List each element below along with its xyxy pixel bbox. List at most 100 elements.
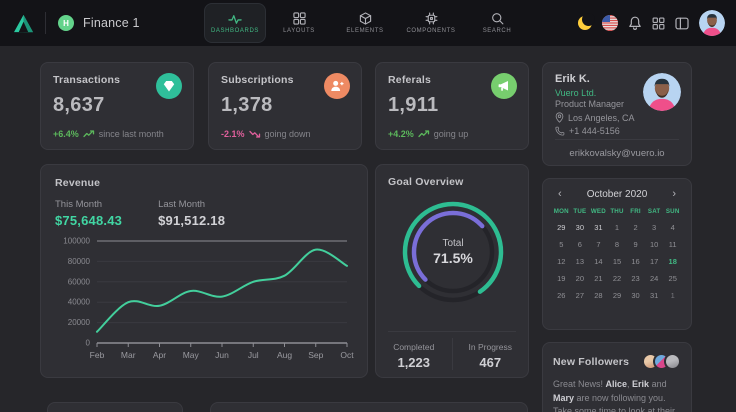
calendar-day[interactable]: 1 [614, 223, 620, 232]
calendar-day[interactable]: 20 [575, 274, 585, 283]
calendar-day[interactable]: 3 [652, 223, 657, 232]
calendar-day[interactable]: 16 [631, 257, 640, 266]
y-axis-label: 60000 [68, 277, 91, 286]
goal-divider [388, 331, 516, 332]
tab-layouts[interactable]: LAYOUTS [266, 12, 332, 34]
calendar-day[interactable]: 12 [557, 257, 566, 266]
followers-text: Great News! [553, 379, 606, 389]
notifications-bell-icon[interactable] [628, 16, 642, 30]
calendar-day[interactable]: 26 [557, 291, 566, 300]
completed-label: Completed [393, 342, 435, 352]
revenue-title: Revenue [55, 177, 101, 189]
calendar-day[interactable]: 6 [577, 240, 582, 249]
calendar-day[interactable]: 25 [668, 274, 677, 283]
calendar-day[interactable]: 8 [614, 240, 620, 249]
gauge-ring-completed [402, 201, 504, 303]
profile-email-link[interactable]: erikkovalsky@vuero.io [569, 148, 665, 159]
calendar-weekday: FRI [630, 208, 641, 215]
calendar-day[interactable]: 24 [649, 274, 659, 283]
calendar-day[interactable]: 30 [575, 223, 585, 232]
calendar-next-button[interactable]: › [672, 188, 676, 200]
calendar-day[interactable]: 14 [594, 257, 603, 266]
last-month-block: Last Month $91,512.18 [158, 199, 225, 228]
calendar-day[interactable]: 1 [670, 291, 675, 300]
follower-name: Mary [553, 392, 575, 403]
x-axis-label: Apr [153, 350, 166, 360]
workspace-badge[interactable]: H [58, 15, 74, 31]
activity-icon [228, 13, 242, 25]
revenue-chart: 0 20000 40000 60000 80000 100000 Feb Mar Apr May J… [41, 231, 369, 371]
goal-title: Goal Overview [388, 176, 464, 188]
followers-message: Great News! Alice, Erik and Mary are now… [553, 378, 681, 412]
user-avatar[interactable] [699, 10, 725, 36]
calendar-day[interactable]: 27 [575, 291, 585, 300]
y-axis-label: 40000 [68, 298, 91, 307]
calendar-day[interactable]: 31 [649, 291, 659, 300]
stat-value: 8,637 [53, 94, 105, 116]
calendar-day[interactable]: 15 [612, 257, 622, 266]
stat-delta: +4.2% [388, 129, 414, 139]
chip-icon [425, 12, 438, 25]
follower-name: Erik [632, 379, 650, 389]
revenue-chart-svg: 0 20000 40000 60000 80000 100000 Feb Mar Apr May J… [63, 237, 354, 361]
x-axis-label: Jun [215, 350, 229, 360]
last-month-label: Last Month [158, 199, 206, 210]
calendar-day[interactable]: 28 [594, 291, 603, 300]
follower-avatars [642, 353, 681, 370]
tab-components[interactable]: COMPONENTS [398, 12, 464, 34]
calendar-day[interactable]: 22 [612, 274, 622, 283]
x-axis-label: Jul [248, 350, 259, 360]
stat-card-referals: Referals 1,911 +4.2% going up [375, 62, 529, 150]
follower-name: Alice [605, 379, 628, 389]
gauge-center: Total 71.5% [394, 193, 512, 311]
calendar-day[interactable]: 29 [612, 291, 622, 300]
x-axis-label: May [183, 350, 200, 360]
inprogress-value: 467 [479, 355, 502, 370]
sidebar-panel-icon[interactable] [675, 17, 689, 30]
dark-mode-toggle-moon-icon[interactable] [578, 13, 595, 30]
y-axis-label: 0 [86, 339, 91, 348]
calendar-prev-button[interactable]: ‹ [558, 188, 562, 200]
calendar-day[interactable]: 4 [670, 223, 675, 232]
y-axis-label: 20000 [68, 318, 91, 327]
calendar-weekday: MON [553, 208, 569, 215]
calendar-day[interactable]: 11 [668, 240, 677, 249]
trend-down-icon [248, 130, 261, 138]
language-flag-icon[interactable] [602, 15, 618, 31]
navbar-tabs: DASHBOARDS LAYOUTS ELEMENTS COMPONENTS [204, 0, 530, 46]
megaphone-icon [491, 73, 517, 99]
vuero-logo-icon[interactable] [13, 14, 34, 33]
calendar-day[interactable]: 17 [649, 257, 659, 266]
revenue-line-series [96, 248, 348, 333]
calendar-day[interactable]: 2 [633, 223, 638, 232]
calendar-day[interactable]: 10 [649, 240, 659, 249]
calendar-day[interactable]: 7 [596, 240, 601, 249]
calendar-weekday: WED [590, 208, 606, 215]
calendar-day[interactable]: 21 [594, 274, 603, 283]
gauge-center-label: Total [442, 238, 464, 249]
tab-search[interactable]: SEARCH [464, 12, 530, 34]
calendar-day-selected[interactable]: 18 [668, 257, 677, 266]
apps-grid-icon[interactable] [652, 17, 665, 30]
calendar-day[interactable]: 30 [631, 291, 640, 300]
stat-title: Subscriptions [221, 74, 294, 86]
follower-avatar-mary[interactable] [664, 353, 681, 370]
calendar-day[interactable]: 31 [594, 223, 603, 232]
calendar-day[interactable]: 9 [633, 240, 638, 249]
profile-company-link[interactable]: Vuero Ltd. [555, 88, 597, 98]
goal-overview-card: Goal Overview Total 71.5% Completed 1,22… [375, 164, 529, 378]
tab-elements[interactable]: ELEMENTS [332, 12, 398, 34]
calendar-day[interactable]: 19 [557, 274, 566, 283]
profile-name: Erik K. [555, 73, 590, 85]
calendar-day[interactable]: 29 [557, 223, 566, 232]
x-axis-label: Oct [340, 350, 354, 360]
x-axis-label: Aug [277, 350, 292, 360]
tab-dashboards[interactable]: DASHBOARDS [204, 3, 266, 43]
stat-delta: +6.4% [53, 129, 79, 139]
calendar-weekday: SUN [665, 208, 680, 215]
calendar-day[interactable]: 23 [631, 274, 640, 283]
calendar-day[interactable]: 13 [575, 257, 585, 266]
calendar-day[interactable]: 5 [559, 240, 564, 249]
search-icon [491, 12, 504, 25]
x-axis-label: Sep [308, 350, 323, 360]
